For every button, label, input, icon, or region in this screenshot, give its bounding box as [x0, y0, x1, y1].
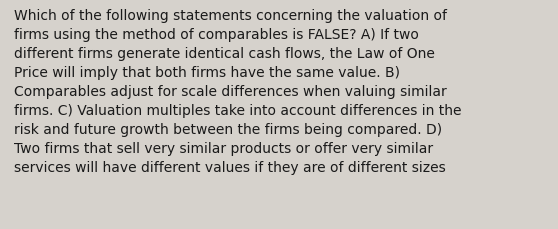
Text: Which of the following statements concerning the valuation of
firms using the me: Which of the following statements concer… [14, 9, 461, 174]
